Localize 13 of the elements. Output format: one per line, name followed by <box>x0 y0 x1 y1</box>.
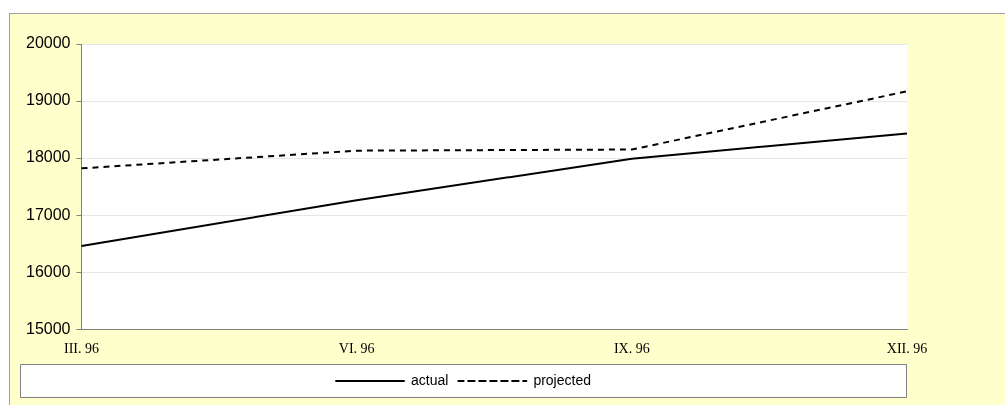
x-tick-label: III. 96 <box>63 341 99 357</box>
y-tick-label: 15000 <box>25 319 71 337</box>
y-tick-label: 20000 <box>25 34 71 52</box>
y-tick-label: 16000 <box>25 262 71 280</box>
y-tick-label: 19000 <box>25 91 71 109</box>
x-tick-label: IX. 96 <box>613 341 650 357</box>
y-tick-label: 17000 <box>25 205 71 223</box>
line-series <box>80 90 908 170</box>
y-tick-label: 18000 <box>25 148 71 166</box>
x-tick-label: XII. 96 <box>886 341 928 357</box>
legend-label: projected <box>533 371 591 388</box>
x-tick-label: VI. 96 <box>338 341 375 357</box>
legend-label: actual <box>411 371 449 388</box>
